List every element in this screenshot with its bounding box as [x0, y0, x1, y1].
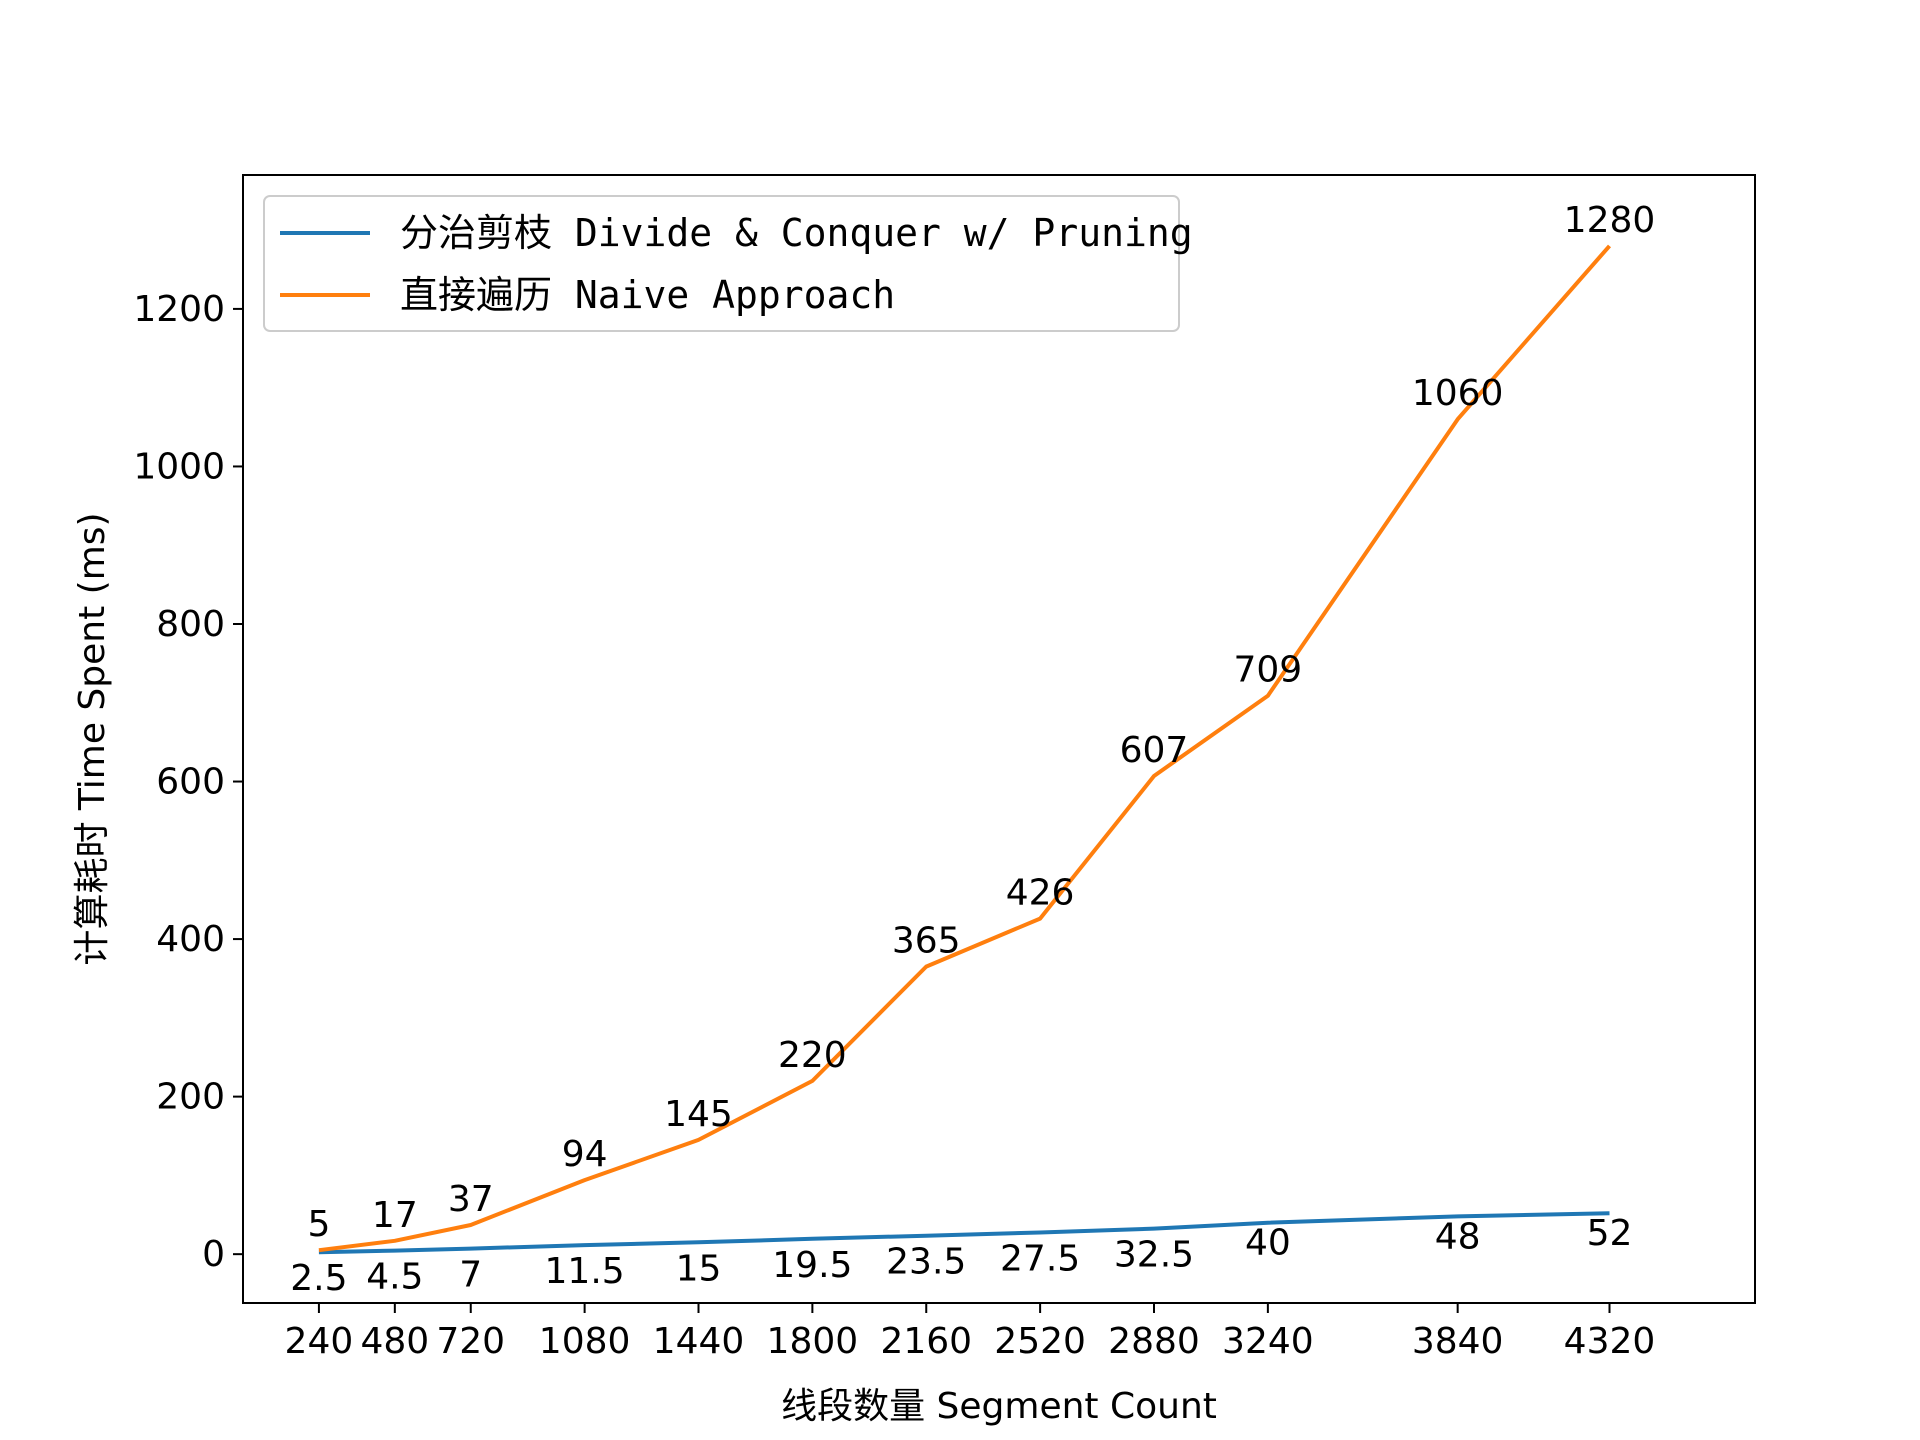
series-line-divide-conquer [318, 1211, 1610, 1255]
data-label-divide-conquer: 27.5 [1000, 1239, 1080, 1280]
data-label-naive: 1280 [1564, 200, 1656, 241]
data-label-naive: 37 [448, 1179, 494, 1220]
legend-label-divide-conquer: 分治剪枝 Divide & Conquer w/ Pruning [400, 211, 1193, 255]
data-label-naive: 365 [892, 921, 961, 962]
x-tick-label: 1800 [767, 1321, 859, 1362]
x-axis-ticks: 240 480 720 1080 1440 1800 2160 2520 2880 3240 384… [285, 1303, 1656, 1362]
legend: 分治剪枝 Divide & Conquer w/ Pruning 直接遍历 Na… [263, 195, 1193, 332]
x-tick-label: 3840 [1412, 1321, 1504, 1362]
x-axis-label: 线段数量 Segment Count [781, 1386, 1217, 1427]
x-tick-label: 480 [360, 1321, 429, 1362]
data-label-naive: 145 [664, 1094, 733, 1135]
data-label-divide-conquer: 2.5 [290, 1258, 347, 1299]
x-tick-label: 720 [436, 1321, 505, 1362]
data-label-divide-conquer: 19.5 [772, 1245, 852, 1286]
y-tick-label: 800 [156, 604, 225, 645]
data-label-naive: 1060 [1412, 373, 1504, 414]
legend-label-naive: 直接遍历 Naive Approach [400, 273, 895, 317]
series-layer [318, 244, 1612, 1255]
data-label-divide-conquer: 7 [459, 1255, 482, 1296]
data-label-naive: 94 [562, 1134, 608, 1175]
x-tick-label: 4320 [1564, 1321, 1656, 1362]
series-line-naive [318, 244, 1612, 1253]
y-axis-ticks: 0 200 400 600 800 1000 1200 [133, 289, 243, 1275]
y-tick-label: 200 [156, 1077, 225, 1118]
x-tick-label: 2520 [994, 1321, 1086, 1362]
data-label-naive: 607 [1120, 730, 1189, 771]
data-label-divide-conquer: 15 [676, 1248, 722, 1289]
data-label-naive: 5 [307, 1204, 330, 1245]
data-label-divide-conquer: 23.5 [886, 1242, 966, 1283]
x-tick-label: 2880 [1108, 1321, 1200, 1362]
data-label-divide-conquer: 4.5 [366, 1257, 423, 1298]
plot-frame [242, 174, 1756, 1304]
y-tick-label: 600 [156, 762, 225, 803]
data-label-naive: 426 [1006, 873, 1075, 914]
y-tick-label: 1000 [133, 446, 225, 487]
x-tick-label: 240 [285, 1321, 354, 1362]
data-labels: 2.5 4.5 7 11.5 15 19.5 23.5 27.5 32.5 40 48 52 5 17 37… [290, 200, 1655, 1299]
data-label-naive: 17 [372, 1195, 418, 1236]
data-label-divide-conquer: 48 [1435, 1216, 1481, 1257]
x-tick-label: 3240 [1222, 1321, 1314, 1362]
data-label-divide-conquer: 40 [1245, 1223, 1291, 1264]
x-tick-label: 1440 [653, 1321, 745, 1362]
y-axis-label: 计算耗时 Time Spent (ms) [72, 512, 113, 965]
data-label-divide-conquer: 11.5 [545, 1251, 625, 1292]
data-label-divide-conquer: 32.5 [1114, 1235, 1194, 1276]
x-tick-label: 2160 [880, 1321, 972, 1362]
legend-frame [263, 195, 1180, 332]
y-tick-label: 0 [202, 1234, 225, 1275]
y-tick-label: 400 [156, 919, 225, 960]
data-label-naive: 709 [1234, 650, 1303, 691]
data-label-naive: 220 [778, 1035, 847, 1076]
y-tick-label: 1200 [133, 289, 225, 330]
x-tick-label: 1080 [539, 1321, 631, 1362]
data-label-divide-conquer: 52 [1587, 1213, 1633, 1254]
